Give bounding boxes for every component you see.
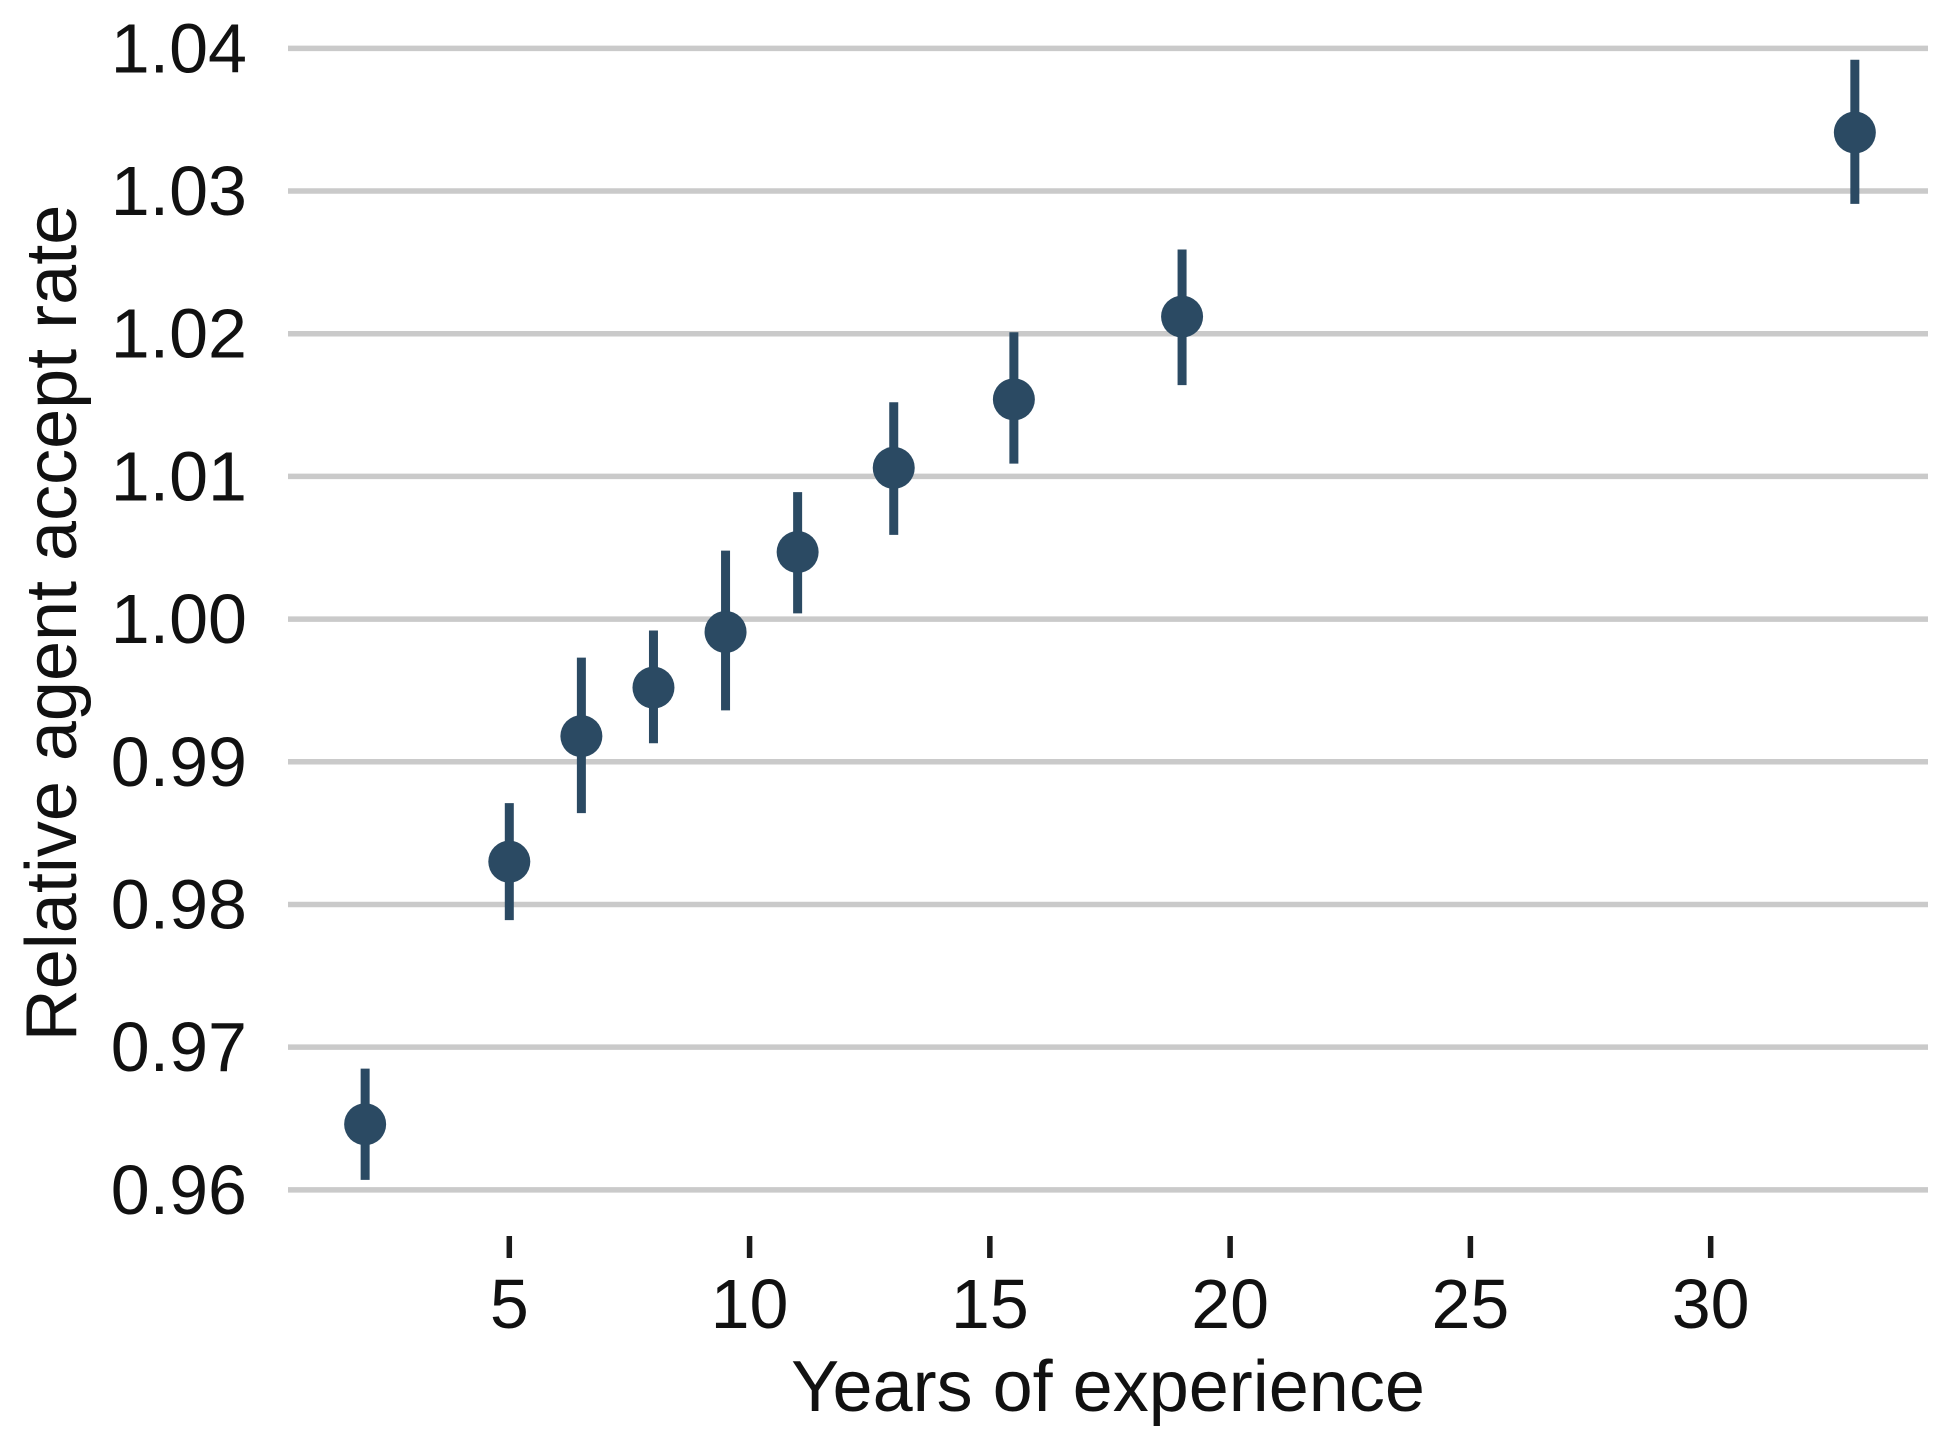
x-tick-label: 20 xyxy=(1191,1265,1269,1343)
x-tick-label: 10 xyxy=(711,1265,789,1343)
y-tick-label: 1.03 xyxy=(111,152,247,230)
x-tick-label: 25 xyxy=(1431,1265,1509,1343)
y-tick-label: 0.96 xyxy=(111,1151,247,1229)
y-tick-label: 1.02 xyxy=(111,295,247,373)
y-tick-label: 0.97 xyxy=(111,1008,247,1086)
data-point xyxy=(560,715,603,758)
data-point xyxy=(1833,111,1876,154)
data-point xyxy=(872,446,915,489)
data-point xyxy=(344,1103,387,1146)
y-axis-title: Relative agent accept rate xyxy=(12,204,92,1042)
data-point xyxy=(992,378,1035,421)
x-tick-label: 5 xyxy=(490,1265,529,1343)
data-point xyxy=(488,840,531,883)
x-axis-title: Years of experience xyxy=(791,1347,1425,1427)
x-tick-label: 15 xyxy=(951,1265,1029,1343)
x-tick-label: 30 xyxy=(1672,1265,1750,1343)
y-tick-label: 0.99 xyxy=(111,723,247,801)
data-point xyxy=(1161,295,1204,338)
data-point xyxy=(776,531,819,574)
y-tick-label: 0.98 xyxy=(111,865,247,943)
y-tick-label: 1.04 xyxy=(111,9,247,87)
data-point xyxy=(704,610,747,653)
y-tick-label: 1.01 xyxy=(111,437,247,515)
data-point xyxy=(632,666,675,709)
y-tick-label: 1.00 xyxy=(111,580,247,658)
